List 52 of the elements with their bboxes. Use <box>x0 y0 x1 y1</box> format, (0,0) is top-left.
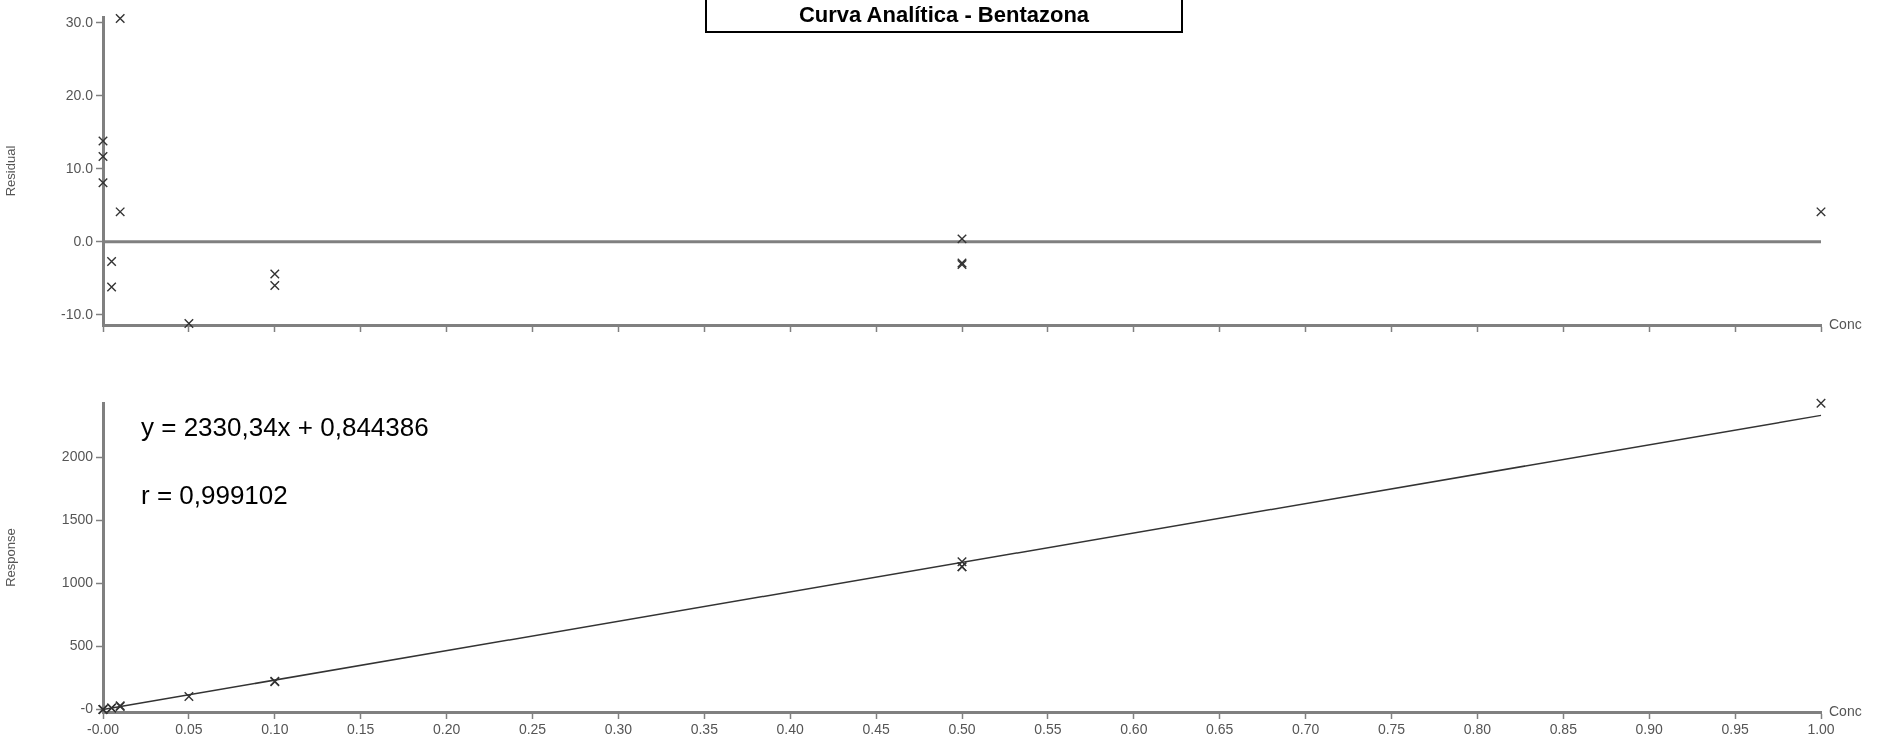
x-tick-label: 0.05 <box>175 721 203 738</box>
point <box>1816 398 1826 409</box>
annotation: r = 0,999102 <box>141 480 288 511</box>
point <box>98 177 108 188</box>
point <box>98 151 108 162</box>
x-tick-label: -0.00 <box>87 721 120 738</box>
point <box>957 233 967 244</box>
point <box>106 282 117 292</box>
y-tick-label: 1000 <box>61 574 94 591</box>
point <box>1816 206 1826 217</box>
x-axis-title: Conc <box>1829 702 1862 719</box>
x-tick-label: 0.35 <box>690 721 719 738</box>
y-tick-label: 30.0 <box>65 13 94 30</box>
point <box>183 691 194 702</box>
y-tick-label: -10.0 <box>61 305 94 322</box>
y-tick-label: -0 <box>80 700 94 717</box>
annotation: y = 2330,34x + 0,844386 <box>141 412 429 443</box>
point <box>957 556 967 567</box>
x-tick-label: 0.20 <box>432 721 461 738</box>
y-tick-label: 1500 <box>61 511 94 528</box>
x-tick-label: 0.10 <box>261 721 289 738</box>
point <box>183 318 194 329</box>
x-tick-label: 0.45 <box>862 721 890 738</box>
y-axis-title: Response <box>3 528 19 587</box>
y-tick-label: 500 <box>69 637 94 654</box>
y-tick-label: 20.0 <box>65 86 94 103</box>
x-tick-label: 0.60 <box>1120 721 1148 738</box>
title-frame: Curva Analítica - Bentazona <box>705 0 1183 33</box>
y-tick-label: 0.0 <box>73 232 94 249</box>
x-tick-label: 1.00 <box>1807 721 1835 738</box>
x-tick-label: 0.75 <box>1377 721 1406 738</box>
point <box>98 136 108 147</box>
x-tick-label: 0.80 <box>1463 721 1492 738</box>
chart-title: Curva Analítica - Bentazona <box>798 2 1090 27</box>
x-tick-label: 0.40 <box>776 721 805 738</box>
x-tick-label: 0.55 <box>1034 721 1062 738</box>
x-tick-label: 0.50 <box>948 721 976 738</box>
point <box>115 206 126 217</box>
x-tick-label: 0.90 <box>1635 721 1664 738</box>
x-axis-title: Conc <box>1829 315 1862 332</box>
y-tick-label: 2000 <box>61 448 94 465</box>
x-tick-label: 0.85 <box>1549 721 1578 738</box>
y-axis-title: Residual <box>3 145 19 197</box>
y-tick-label: 10.0 <box>65 159 94 176</box>
x-tick-label: 0.15 <box>347 721 375 738</box>
x-tick-label: 0.95 <box>1721 721 1749 738</box>
x-tick-label: 0.30 <box>604 721 633 738</box>
point <box>115 13 126 24</box>
x-tick-label: 0.25 <box>518 721 547 738</box>
x-tick-label: 0.65 <box>1206 721 1234 738</box>
x-tick-label: 0.70 <box>1291 721 1320 738</box>
point <box>106 256 117 267</box>
